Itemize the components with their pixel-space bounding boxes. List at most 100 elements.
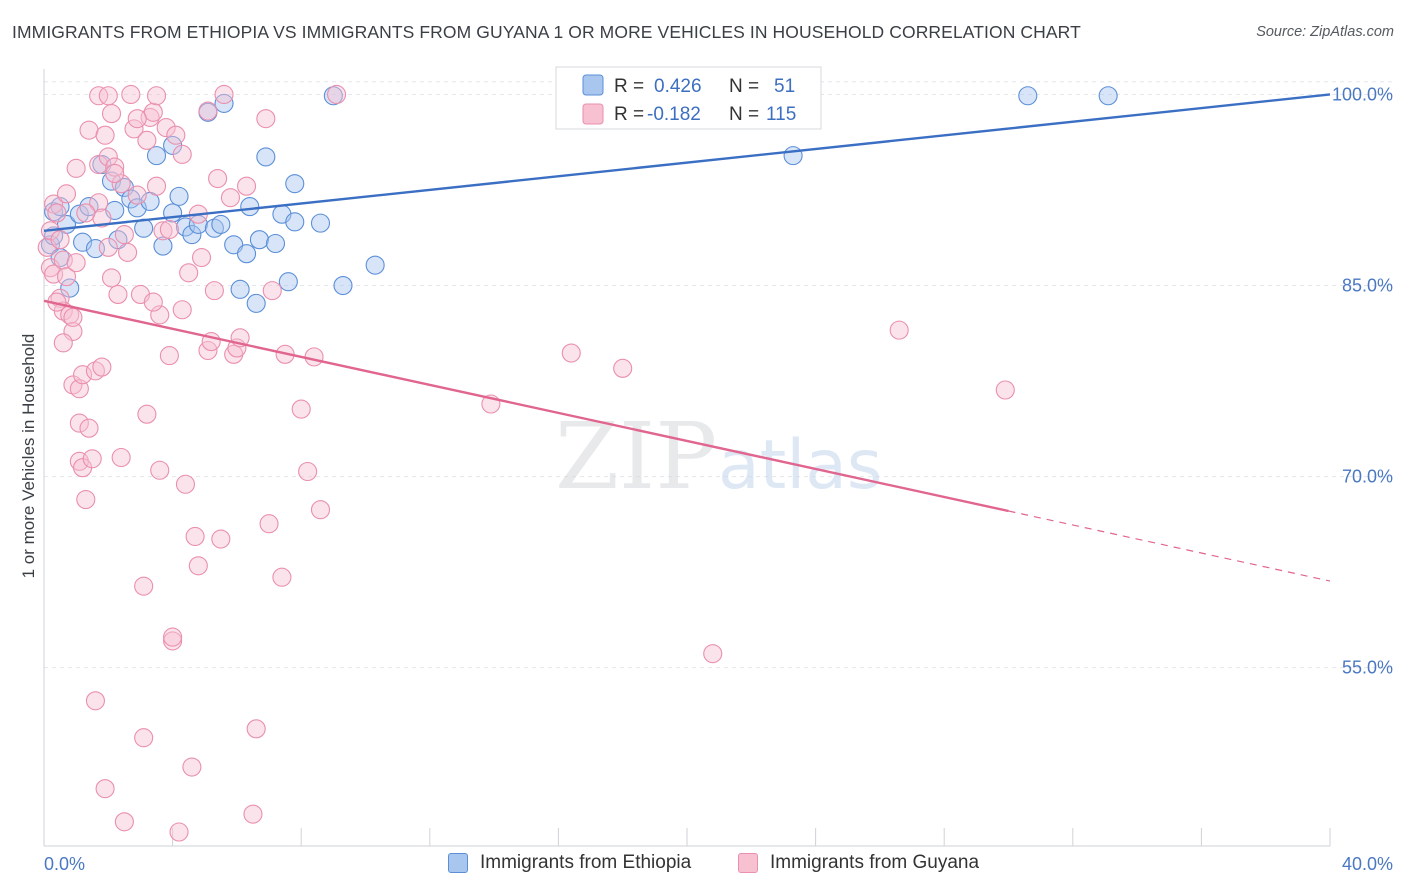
point-guyana-65	[185, 526, 205, 547]
point-guyana-81	[259, 514, 279, 534]
watermark: ZIP atlas	[555, 403, 882, 510]
legend-swatch-ethiopia	[582, 74, 604, 96]
series-legend: Immigrants from Ethiopia Immigrants from…	[0, 852, 1406, 878]
point-guyana-55	[153, 221, 173, 241]
point-guyana-56	[156, 118, 176, 138]
y-tick-label-85: 85.0%	[1342, 276, 1393, 296]
point-guyana-82	[262, 281, 282, 301]
legend-item-guyana: Immigrants from Guyana	[738, 852, 979, 874]
point-guyana-19	[73, 365, 93, 385]
point-ethiopia-42	[323, 86, 343, 106]
point-guyana-102	[134, 728, 154, 748]
point-guyana-106	[198, 101, 218, 121]
point-ethiopia-39	[285, 212, 305, 232]
point-ethiopia-21	[169, 186, 189, 206]
point-ethiopia-5	[69, 204, 89, 224]
legend-swatch-guyana	[582, 103, 604, 125]
series-ethiopia-points	[40, 86, 1118, 313]
point-ethiopia-23	[182, 225, 202, 245]
trend-lines	[43, 93, 1331, 582]
point-guyana-87	[304, 347, 324, 367]
chart-title: IMMIGRANTS FROM ETHIOPIA VS IMMIGRANTS F…	[12, 22, 1081, 42]
point-guyana-110	[127, 109, 147, 129]
point-guyana-52	[146, 176, 167, 196]
point-guyana-109	[89, 86, 109, 106]
point-guyana-108	[143, 292, 163, 312]
point-guyana-57	[159, 346, 179, 366]
point-guyana-67	[191, 247, 212, 268]
point-guyana-5	[47, 203, 67, 223]
point-guyana-113	[66, 253, 86, 273]
point-guyana-47	[134, 576, 154, 596]
point-guyana-60	[166, 125, 186, 145]
point-ethiopia-36	[265, 233, 286, 254]
point-ethiopia-30	[230, 279, 250, 299]
point-ethiopia-40	[285, 174, 305, 194]
point-guyana-112	[172, 300, 192, 320]
point-guyana-44	[124, 119, 144, 139]
point-ethiopia-32	[240, 197, 260, 217]
legend-n-guyana: 115	[766, 104, 796, 125]
point-guyana-24	[82, 449, 102, 469]
legend-item-ethiopia: Immigrants from Ethiopia	[448, 852, 691, 874]
legend-label-ethiopia: Immigrants from Ethiopia	[480, 852, 692, 873]
point-guyana-94	[889, 320, 909, 340]
point-guyana-114	[98, 86, 118, 106]
point-guyana-72	[211, 529, 231, 549]
point-guyana-49	[137, 404, 157, 424]
point-guyana-78	[243, 804, 263, 824]
point-ethiopia-35	[256, 147, 276, 167]
point-guyana-63	[175, 474, 196, 494]
point-guyana-93	[703, 644, 723, 664]
source-credit: Source: ZipAtlas.com	[1256, 24, 1394, 40]
point-guyana-21	[76, 489, 96, 510]
trend-line-guyana	[43, 299, 1009, 513]
point-guyana-23	[79, 418, 99, 438]
legend-n-label-ethiopia: N =	[729, 76, 759, 97]
point-ethiopia-38	[278, 272, 298, 292]
point-ethiopia-31	[236, 244, 257, 264]
legend-r-guyana: -0.182	[647, 104, 701, 125]
point-ethiopia-43	[333, 275, 353, 296]
x-tick-label-min: 0.0%	[44, 854, 85, 874]
y-axis-label: 1 or more Vehicles in Household	[19, 334, 38, 579]
point-ethiopia-45	[783, 146, 803, 166]
x-tick-label-max: 40.0%	[1342, 854, 1393, 874]
point-guyana-10	[56, 184, 77, 204]
point-guyana-39	[111, 174, 131, 194]
point-guyana-54	[150, 460, 170, 480]
trend-line-guyana-extension	[1008, 510, 1331, 582]
point-ethiopia-33	[246, 293, 266, 313]
point-guyana-88	[310, 500, 331, 520]
legend-n-ethiopia: 51	[774, 76, 795, 97]
point-guyana-32	[95, 125, 115, 145]
point-guyana-79	[246, 719, 266, 739]
point-guyana-101	[146, 86, 167, 106]
trend-line-ethiopia	[43, 93, 1331, 232]
point-guyana-61	[169, 822, 189, 842]
point-guyana-59	[163, 627, 183, 647]
point-ethiopia-41	[310, 213, 331, 233]
y-tick-label-100: 100.0%	[1332, 84, 1393, 104]
watermark-zip: ZIP	[555, 403, 717, 510]
point-guyana-33	[98, 147, 118, 167]
point-guyana-89	[327, 84, 347, 105]
legend-r-ethiopia: 0.426	[654, 76, 702, 97]
point-guyana-16	[69, 379, 89, 399]
point-ethiopia-19	[163, 203, 183, 223]
y-tick-label-55: 55.0%	[1342, 658, 1393, 678]
point-guyana-77	[236, 176, 257, 196]
point-guyana-26	[85, 691, 105, 711]
y-tick-label-70: 70.0%	[1342, 467, 1393, 487]
point-guyana-15	[66, 158, 86, 178]
legend-n-label-guyana: N =	[729, 104, 759, 125]
point-guyana-85	[291, 399, 311, 419]
point-ethiopia-18	[153, 236, 173, 256]
legend-r-label-guyana: R =	[614, 104, 644, 125]
point-ethiopia-17	[146, 146, 167, 166]
series-guyana-points	[37, 84, 1015, 842]
point-guyana-74	[220, 188, 241, 208]
point-guyana-34	[98, 237, 118, 257]
point-guyana-95	[995, 380, 1015, 400]
point-guyana-31	[95, 779, 115, 799]
